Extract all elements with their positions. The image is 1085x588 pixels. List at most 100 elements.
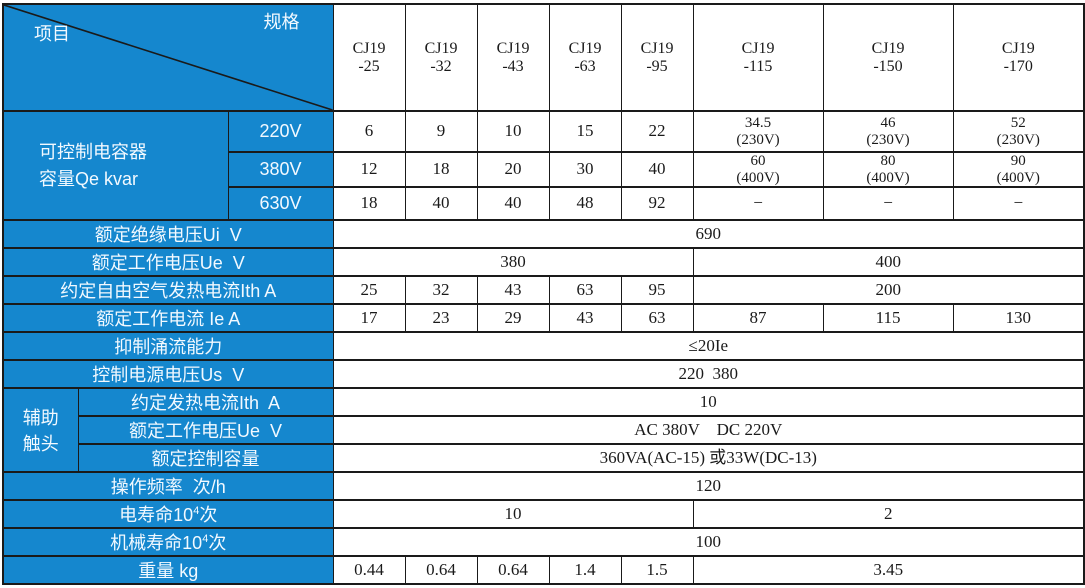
label-text: 次 bbox=[199, 505, 218, 525]
cell-value: 40 bbox=[404, 186, 478, 221]
cell-value: 0.64 bbox=[476, 555, 550, 585]
cell-value: 400 bbox=[692, 247, 1085, 277]
cell-value: 52 (230V) bbox=[952, 110, 1085, 153]
cell-value: 18 bbox=[404, 151, 478, 188]
cell-value: 63 bbox=[548, 275, 622, 305]
table-row: 规格 项目 CJ19 -25 CJ19 -32 CJ19 -43 CJ19 -6… bbox=[2, 3, 1085, 112]
cell-value: 2 bbox=[692, 499, 1085, 529]
table-row: 额定工作电流 Ie A 17 23 29 43 63 87 115 130 bbox=[2, 303, 1085, 333]
cell-value: 80 (400V) bbox=[822, 151, 954, 188]
cell-value: 95 bbox=[620, 275, 694, 305]
cell-value: 10 bbox=[476, 110, 550, 153]
table-row: 630V 18 40 40 48 92 − − − bbox=[3, 186, 1085, 221]
spec-label: 额定工作电压Ue V bbox=[77, 415, 334, 445]
model-header: CJ19 -170 bbox=[952, 3, 1085, 112]
cell-value: − bbox=[692, 186, 824, 221]
spec-label: 控制电源电压Us V bbox=[2, 359, 334, 389]
cell-value: 10 bbox=[332, 387, 1085, 417]
cell-value: 120 bbox=[332, 471, 1085, 501]
table-row: 电寿命104次 10 2 bbox=[2, 499, 1085, 529]
cell-value: 48 bbox=[548, 186, 622, 221]
cell-value: 0.64 bbox=[404, 555, 478, 585]
spec-label: 额定工作电流 Ie A bbox=[2, 303, 334, 333]
model-header: CJ19 -32 bbox=[404, 3, 478, 112]
cell-value: 17 bbox=[332, 303, 406, 333]
voltage-label-630v: 630V bbox=[227, 186, 334, 221]
cell-value: 10 bbox=[332, 499, 694, 529]
model-header: CJ19 -115 bbox=[692, 3, 824, 112]
spec-label: 约定自由空气发热电流Ith A bbox=[2, 275, 334, 305]
table-row: 额定工作电压Ue V 380 400 bbox=[2, 247, 1085, 277]
cell-value: 32 bbox=[404, 275, 478, 305]
cell-value: − bbox=[822, 186, 954, 221]
voltage-label-220v: 220V bbox=[227, 110, 334, 153]
cell-value: 40 bbox=[620, 151, 694, 188]
cell-value: 60 (400V) bbox=[692, 151, 824, 188]
table-row: 额定工作电压Ue V AC 380V DC 220V bbox=[3, 415, 1085, 445]
cell-value: 115 bbox=[822, 303, 954, 333]
cell-value: 43 bbox=[476, 275, 550, 305]
cell-value: 18 bbox=[332, 186, 406, 221]
spec-label: 电寿命104次 bbox=[2, 499, 334, 529]
cell-value: 380 bbox=[332, 247, 694, 277]
spec-label: 额定工作电压Ue V bbox=[2, 247, 334, 277]
cell-value: 63 bbox=[620, 303, 694, 333]
spec-table: 规格 项目 CJ19 -25 CJ19 -32 CJ19 -43 CJ19 -6… bbox=[2, 3, 1085, 585]
table-row: 机械寿命104次 100 bbox=[2, 527, 1085, 557]
cell-value: 9 bbox=[404, 110, 478, 153]
cell-value: ≤20Ie bbox=[332, 331, 1085, 361]
table-row: 380V 12 18 20 30 40 60 (400V) 80 (400V) … bbox=[3, 151, 1085, 188]
model-header: CJ19 -63 bbox=[548, 3, 622, 112]
cell-value: 90 (400V) bbox=[952, 151, 1085, 188]
spec-label: 约定发热电流Ith A bbox=[77, 387, 334, 417]
cell-value: 25 bbox=[332, 275, 406, 305]
spec-label: 额定绝缘电压Ui V bbox=[2, 219, 334, 249]
table-row: 操作频率 次/h 120 bbox=[2, 471, 1085, 501]
cell-value: 29 bbox=[476, 303, 550, 333]
cell-value: 92 bbox=[620, 186, 694, 221]
spec-label: 抑制涌流能力 bbox=[2, 331, 334, 361]
model-header: CJ19 -95 bbox=[620, 3, 694, 112]
cell-value: 690 bbox=[332, 219, 1085, 249]
spec-label: 操作频率 次/h bbox=[2, 471, 334, 501]
cell-value: 6 bbox=[332, 110, 406, 153]
model-header: CJ19 -25 bbox=[332, 3, 406, 112]
cell-value: 20 bbox=[476, 151, 550, 188]
label-text: 机械寿命10 bbox=[110, 533, 203, 553]
capacitor-group-label: 可控制电容器 容量Qe kvar bbox=[2, 110, 229, 221]
spec-label: 重量 kg bbox=[2, 555, 334, 585]
model-header: CJ19 -150 bbox=[822, 3, 954, 112]
voltage-label-380v: 380V bbox=[227, 151, 334, 188]
cell-value: 220 380 bbox=[332, 359, 1085, 389]
corner-label-spec: 规格 bbox=[263, 12, 300, 32]
cell-value: − bbox=[952, 186, 1085, 221]
cell-value: 1.5 bbox=[620, 555, 694, 585]
table-row: 可控制电容器 容量Qe kvar 220V 6 9 10 15 22 34.5 … bbox=[2, 110, 1085, 221]
cell-value: 100 bbox=[332, 527, 1085, 557]
cell-value: 43 bbox=[548, 303, 622, 333]
table-row: 控制电源电压Us V 220 380 bbox=[2, 359, 1085, 389]
cell-value: 1.4 bbox=[548, 555, 622, 585]
cell-value: 22 bbox=[620, 110, 694, 153]
table-row: 额定绝缘电压Ui V 690 bbox=[2, 219, 1085, 249]
cell-value: 23 bbox=[404, 303, 478, 333]
corner-label-item: 项目 bbox=[34, 24, 70, 44]
cell-value: 87 bbox=[692, 303, 824, 333]
cell-value: 34.5 (230V) bbox=[692, 110, 824, 153]
diagonal-divider-line bbox=[4, 5, 333, 110]
table-row: 辅助 触头 约定发热电流Ith A 10 bbox=[2, 387, 1085, 473]
cell-value: 46 (230V) bbox=[822, 110, 954, 153]
cell-value: 200 bbox=[692, 275, 1085, 305]
table-row: 抑制涌流能力 ≤20Ie bbox=[2, 331, 1085, 361]
model-header: CJ19 -43 bbox=[476, 3, 550, 112]
cell-value: AC 380V DC 220V bbox=[332, 415, 1085, 445]
cell-value: 3.45 bbox=[692, 555, 1085, 585]
table-row: 约定自由空气发热电流Ith A 25 32 43 63 95 200 bbox=[2, 275, 1085, 305]
corner-cell: 规格 项目 bbox=[2, 3, 334, 112]
cell-value: 30 bbox=[548, 151, 622, 188]
label-text: 电寿命10 bbox=[119, 505, 194, 525]
spec-label: 机械寿命104次 bbox=[2, 527, 334, 557]
cell-value: 40 bbox=[476, 186, 550, 221]
cell-value: 12 bbox=[332, 151, 406, 188]
